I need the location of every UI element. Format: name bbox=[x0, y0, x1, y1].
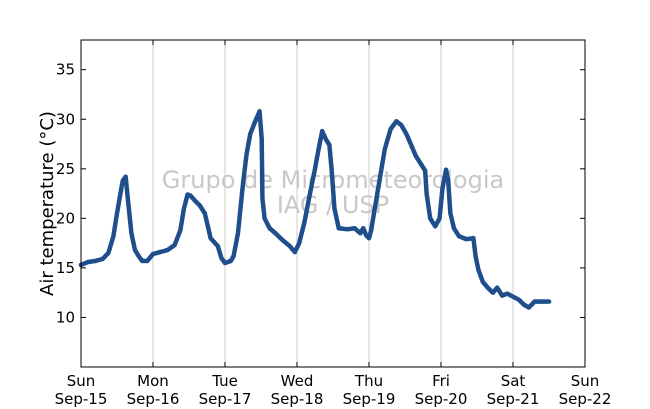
data-points bbox=[78, 109, 552, 310]
x-tick-date: Sep-20 bbox=[415, 390, 468, 408]
y-axis-title: Air temperature (°C) bbox=[37, 111, 58, 296]
y-tick-label: 20 bbox=[56, 209, 75, 227]
y-axis: 10 15 20 25 30 35 bbox=[56, 61, 585, 326]
x-tick-day: Sun bbox=[571, 372, 600, 390]
y-tick-label: 10 bbox=[56, 308, 75, 326]
x-tick-day: Sun bbox=[67, 372, 96, 390]
x-tick-day: Wed bbox=[281, 372, 314, 390]
x-tick-day: Thu bbox=[354, 372, 383, 390]
x-tick-date: Sep-19 bbox=[343, 390, 396, 408]
x-tick-date: Sep-16 bbox=[127, 390, 180, 408]
y-tick-label: 30 bbox=[56, 110, 75, 128]
x-tick-day: Sat bbox=[501, 372, 526, 390]
plot-frame bbox=[80, 39, 586, 368]
y-tick-label: 25 bbox=[56, 160, 75, 178]
x-tick-date: Sep-15 bbox=[55, 390, 108, 408]
x-tick-date: Sep-22 bbox=[559, 390, 612, 408]
x-tick-day: Fri bbox=[432, 372, 450, 390]
x-tick-day: Mon bbox=[137, 372, 169, 390]
x-tick-date: Sep-21 bbox=[487, 390, 540, 408]
x-tick-day: Tue bbox=[211, 372, 238, 390]
data-point bbox=[546, 299, 552, 304]
x-axis: SunSep-15MonSep-16TueSep-17WedSep-18ThuS… bbox=[55, 40, 612, 408]
x-tick-date: Sep-17 bbox=[199, 390, 252, 408]
y-tick-label: 35 bbox=[56, 61, 75, 79]
x-tick-date: Sep-18 bbox=[271, 390, 324, 408]
y-tick-label: 15 bbox=[56, 259, 75, 277]
